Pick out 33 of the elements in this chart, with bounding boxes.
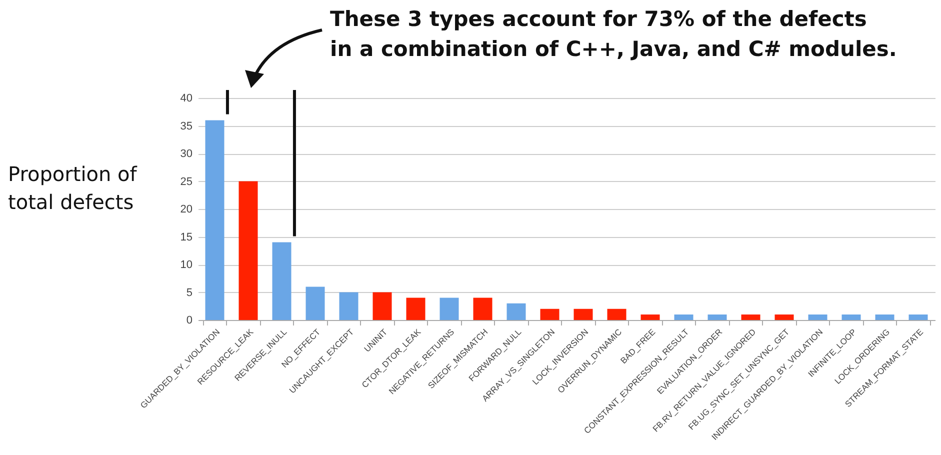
bar — [574, 308, 593, 320]
y-tick-label: 25 — [180, 176, 192, 188]
y-tick-label: 15 — [180, 231, 192, 244]
bar — [908, 314, 928, 320]
bar — [372, 292, 392, 320]
y-tick-label: 5 — [186, 286, 192, 299]
y-axis-title: Proportion of total defects — [8, 161, 138, 216]
bar — [473, 298, 492, 320]
bar — [674, 314, 694, 320]
y-tick-label: 40 — [180, 92, 192, 104]
bar — [339, 292, 358, 320]
bar — [640, 314, 660, 320]
y-tick-label: 0 — [186, 314, 192, 326]
y-tick-label: 10 — [180, 259, 192, 271]
text: These 3 types account for 73% of the defects in a combination of C++, Java, and C# modules. — [330, 6, 898, 63]
bar — [540, 308, 560, 320]
bar — [708, 314, 727, 320]
bar — [808, 314, 828, 320]
bar — [506, 303, 526, 320]
bar — [272, 242, 292, 320]
bar — [306, 286, 325, 320]
bar — [238, 181, 258, 320]
bar — [774, 314, 794, 320]
bar — [741, 314, 760, 320]
bar — [875, 314, 894, 320]
bar — [205, 120, 224, 320]
bar — [842, 314, 861, 320]
bar — [406, 298, 426, 320]
y-tick-label: 20 — [180, 204, 192, 216]
bar — [607, 308, 626, 320]
y-tick-label: 30 — [180, 148, 192, 160]
bar — [440, 298, 459, 320]
y-tick-label: 35 — [180, 120, 192, 132]
